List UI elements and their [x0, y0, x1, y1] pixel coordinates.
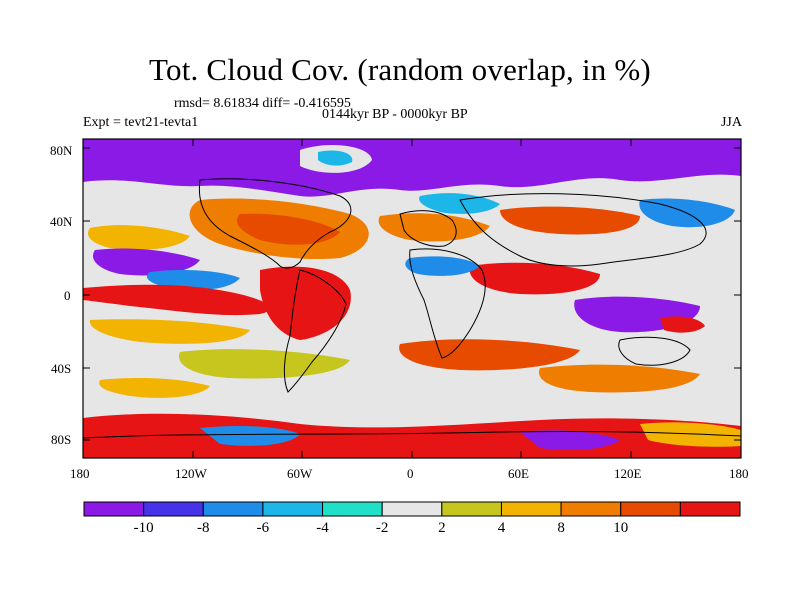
coastlines	[83, 178, 741, 439]
colorbar-label: -10	[133, 520, 154, 536]
season-label: JJA	[720, 115, 742, 130]
axis-ticks	[83, 139, 741, 458]
colorbar-swatch	[560, 501, 622, 517]
anomaly-field	[83, 139, 741, 458]
map-title: Tot. Cloud Cov. (random overlap, in %)	[149, 52, 651, 87]
colorbar-label: 2	[438, 520, 446, 536]
colorbar-label: -6	[256, 520, 270, 536]
colorbar	[83, 501, 741, 517]
colorbar-swatch	[381, 501, 443, 517]
lon-tick-60w: 60W	[287, 466, 313, 481]
colorbar-swatch	[500, 501, 562, 517]
colorbar-swatch	[143, 501, 204, 517]
lon-tick-120w: 120W	[175, 466, 207, 481]
colorbar-label: -2	[375, 520, 389, 536]
period-label: 0144kyr BP - 0000kyr BP	[322, 107, 468, 122]
colorbar-swatch	[262, 501, 324, 517]
lon-tick-180e: 180	[729, 466, 749, 481]
colorbar-label: 8	[557, 520, 565, 536]
colorbar-swatch	[441, 501, 502, 517]
colorbar-swatch	[83, 501, 145, 517]
colorbar-swatch	[679, 501, 741, 517]
colorbar-swatch	[322, 501, 383, 517]
lat-tick-80s: 80S	[51, 432, 72, 447]
lat-tick-80n: 80N	[50, 143, 73, 158]
lon-tick-180w: 180	[70, 466, 90, 481]
lon-tick-0: 0	[407, 466, 414, 481]
lat-tick-40s: 40S	[51, 361, 72, 376]
lat-tick-0: 0	[64, 288, 71, 303]
colorbar-swatch	[620, 501, 681, 517]
experiment-label: Expt = tevt21-tevta1	[83, 115, 199, 130]
colorbar-label: 10	[613, 520, 629, 536]
lat-tick-40n: 40N	[50, 214, 73, 229]
colorbar-swatch	[202, 501, 264, 517]
colorbar-label: 4	[497, 520, 506, 536]
lon-tick-60e: 60E	[508, 466, 529, 481]
colorbar-label: -8	[197, 520, 210, 536]
lon-tick-120e: 120E	[614, 466, 642, 481]
stats-line: rmsd= 8.61834 diff= -0.416595	[174, 96, 351, 111]
colorbar-label: -4	[316, 520, 329, 536]
